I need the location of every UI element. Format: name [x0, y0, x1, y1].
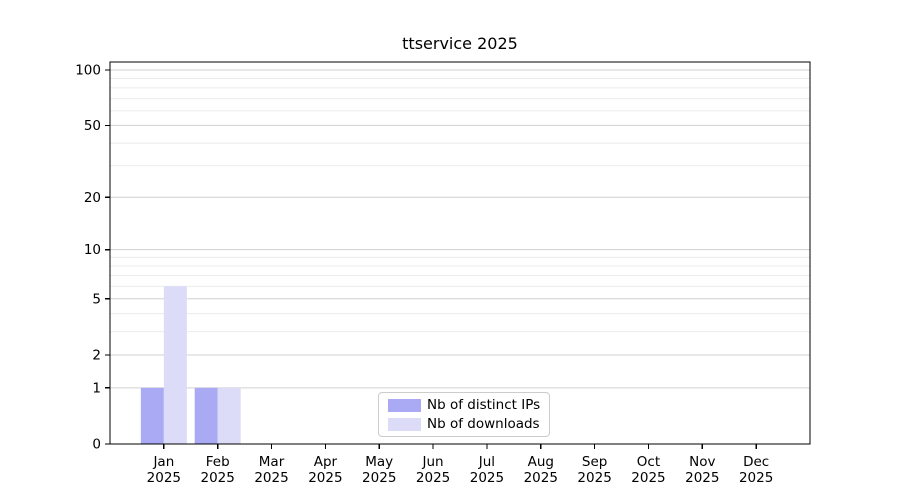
x-tick-label-apr: Apr 2025 — [308, 454, 342, 486]
tick-marks — [105, 69, 757, 449]
x-tick-labels: Jan 2025 Feb 2025 Mar 2025 Apr 2025 May 2025 Jun 20… — [147, 454, 774, 486]
legend-item-downloads: Nb of downloads — [388, 416, 540, 432]
minor-gridlines — [110, 77, 810, 333]
y-tick-label: 1 — [92, 380, 101, 396]
y-tick-label: 100 — [75, 63, 101, 79]
legend-label-downloads: Nb of downloads — [427, 416, 540, 432]
bar-jan-series1 — [163, 286, 187, 444]
x-tick-label-dec: Dec 2025 — [739, 454, 773, 486]
x-tick-label-jan: Jan 2025 — [147, 454, 181, 486]
legend: Nb of distinct IPs Nb of downloads — [378, 392, 551, 437]
axes-spines — [109, 61, 811, 445]
major-gridlines — [110, 69, 810, 389]
x-tick-label-oct: Oct 2025 — [631, 454, 665, 486]
x-tick-label-nov: Nov 2025 — [685, 454, 719, 486]
y-tick-label: 10 — [84, 242, 101, 258]
bar-feb-series0 — [194, 387, 218, 444]
x-tick-label-sep: Sep 2025 — [577, 454, 611, 486]
legend-swatch-distinct-ips — [388, 398, 421, 412]
x-tick-label-mar: Mar 2025 — [254, 454, 288, 486]
y-tick-label: 5 — [92, 291, 101, 307]
y-tick-label: 0 — [92, 437, 101, 453]
y-tick-label: 50 — [84, 118, 101, 134]
legend-item-distinct-ips: Nb of distinct IPs — [388, 397, 541, 413]
x-tick-label-jul: Jul 2025 — [470, 454, 504, 486]
y-tick-label: 20 — [84, 190, 101, 206]
x-tick-label-may: May 2025 — [362, 454, 396, 486]
y-tick-labels: 0 1 2 5 10 20 50 100 — [75, 63, 101, 453]
y-tick-label: 2 — [92, 347, 101, 363]
chart-title: ttservice 2025 — [402, 34, 518, 53]
legend-label-distinct-ips: Nb of distinct IPs — [427, 397, 541, 413]
x-tick-label-feb: Feb 2025 — [201, 454, 235, 486]
x-tick-label-aug: Aug 2025 — [524, 454, 558, 486]
x-tick-label-jun: Jun 2025 — [416, 454, 450, 486]
bar-feb-series1 — [217, 387, 241, 444]
bars — [140, 286, 241, 444]
legend-swatch-downloads — [388, 417, 421, 431]
plot-border — [109, 61, 811, 445]
bar-jan-series0 — [140, 387, 164, 444]
